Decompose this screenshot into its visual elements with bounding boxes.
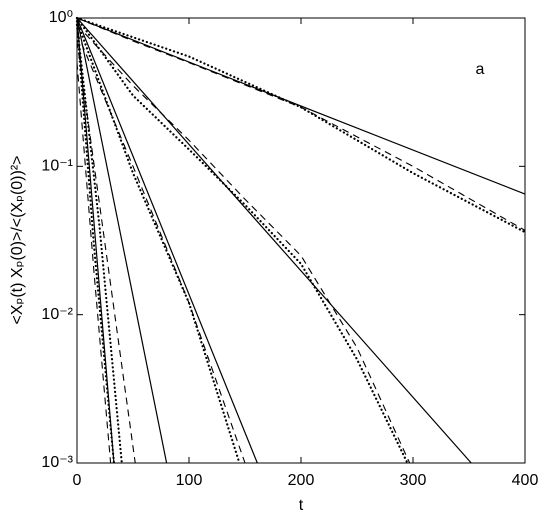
y-tick-label: 10⁻³ [41,454,73,471]
series-line [76,17,472,464]
y-tick-label: 10⁻² [41,306,73,323]
plot-frame [76,17,526,464]
series-line [76,40,136,464]
series-line [75,23,123,465]
series-line [76,32,246,464]
x-tick-label: 0 [73,472,82,489]
x-tick-label: 400 [512,472,539,489]
x-tick-label: 100 [176,472,203,489]
series-line [76,17,258,464]
x-tick-label: 300 [400,472,427,489]
series-line [76,62,112,464]
x-axis-label: t [299,497,304,514]
panel-label: a [476,61,485,78]
series-line [76,17,526,195]
y-axis-label: <Xₚ(t) Xₚ(0)>/<(Xₚ(0))²> [9,155,26,324]
y-tick-label: 10⁻¹ [41,158,73,175]
y-tick-label: 10⁰ [49,9,73,26]
series-line [76,17,526,231]
series-line [75,20,241,465]
series-line [75,16,409,465]
x-tick-label: 200 [288,472,315,489]
series-line [75,16,527,234]
series-line [76,17,168,464]
series-line [76,24,411,464]
series-line [75,23,116,465]
